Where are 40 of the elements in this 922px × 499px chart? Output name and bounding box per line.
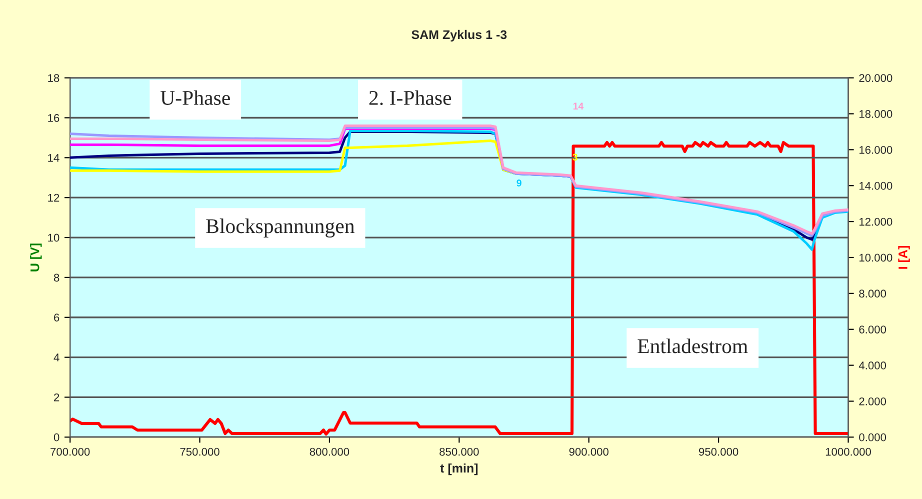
y-tick-label: 18 (48, 74, 60, 82)
y-tick-label: 6 (54, 314, 60, 322)
annotation: Blockspannungen (206, 218, 354, 238)
y-tick-label: 16 (48, 114, 60, 122)
y2-tick-label: 18.000 (860, 110, 892, 118)
y2-tick-label: 14.000 (860, 182, 892, 190)
y2-tick-label: 0.000 (859, 433, 886, 442)
y2-tick-label: 8.000 (859, 290, 886, 298)
y-tick-label: 10 (48, 234, 60, 242)
x-tick-label: 750.000 (180, 448, 220, 456)
chart-title: SAM Zyklus 1 -3 (412, 30, 507, 42)
y2-tick-label: 12.000 (860, 218, 892, 226)
y-tick-label: 14 (48, 154, 60, 162)
x-tick-label: 1000.000 (826, 448, 871, 456)
annotation: Entladestrom (638, 338, 748, 354)
y2-tick-label: 6.000 (859, 326, 886, 334)
y2-tick-label: 16.000 (860, 146, 892, 154)
series-label: 9 (516, 180, 522, 186)
x-axis-title: t [min] (440, 463, 478, 476)
x-tick-label: 700.000 (50, 448, 90, 456)
text: 3 (572, 154, 578, 161)
x-tick-label: 850.000 (440, 448, 479, 456)
y-tick-label: 0 (54, 433, 60, 442)
annotation: 2. I-Phase (369, 90, 452, 106)
line-series (70, 139, 518, 175)
y-tick-label: 8 (54, 274, 60, 282)
x-tick-label: 900.000 (569, 448, 608, 456)
x-tick-label: 800.000 (310, 448, 350, 456)
y2-tick-label: 10.000 (860, 254, 892, 262)
y-tick-label: 4 (54, 354, 60, 362)
y-axis-title: U [V] (30, 244, 42, 272)
y2-tick-label: 4.000 (858, 362, 886, 370)
y2-tick-label: 2.000 (859, 397, 886, 406)
y2-tick-label: 20.000 (859, 74, 892, 82)
y-tick-label: 2 (54, 393, 60, 402)
y-tick-label: 12 (48, 194, 60, 202)
annotation: U-Phase (160, 90, 230, 105)
text: 14 (573, 102, 584, 110)
x-tick-label: 950.000 (698, 448, 738, 456)
y2-axis-title: I [A] (898, 246, 910, 269)
